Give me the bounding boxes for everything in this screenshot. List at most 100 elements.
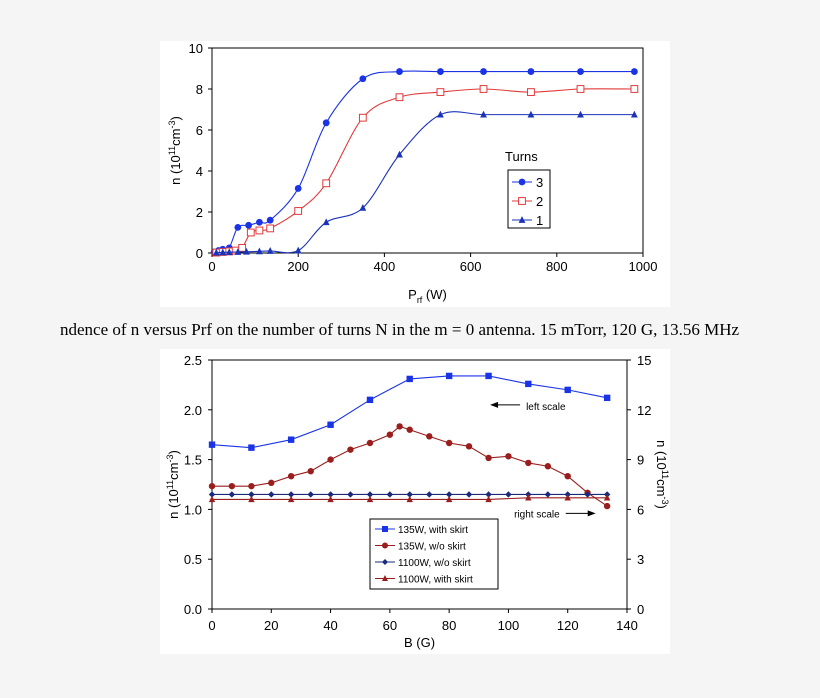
data-point [359, 75, 367, 83]
y-tick-label: 2 [196, 205, 203, 220]
data-point [287, 495, 295, 503]
x-tick-label: 400 [374, 259, 396, 274]
data-point [577, 68, 584, 75]
x-tick-label: 800 [546, 259, 568, 274]
data-point [426, 491, 433, 498]
series-1 [208, 423, 611, 510]
caption-text: ndence of n versus Prf on the number of … [60, 320, 740, 339]
data-point [603, 494, 611, 501]
data-point [426, 433, 433, 440]
data-point [406, 491, 413, 498]
y-axis-label-sup: -3 [167, 121, 177, 129]
data-point [406, 495, 413, 503]
data-point [485, 491, 492, 498]
data-point [465, 443, 473, 450]
data-point [294, 185, 302, 192]
data-point [396, 68, 403, 75]
data-point [527, 110, 535, 118]
legend-marker [518, 216, 526, 223]
legend-marker [382, 575, 388, 581]
data-point [225, 248, 233, 256]
data-point [347, 491, 354, 498]
x-tick-label: 40 [323, 618, 337, 633]
chart-panel-top: 0 200 400 600 800 1000 0 2 4 6 8 10 Prf (W) n (1011cm… [160, 41, 670, 307]
data-point [294, 207, 303, 215]
data-point [327, 421, 334, 428]
data-point [395, 93, 404, 102]
data-point [544, 463, 552, 470]
data-point [287, 491, 295, 498]
data-point [347, 446, 354, 453]
data-point [577, 110, 584, 118]
chart-top: 0 200 400 600 800 1000 0 2 4 6 8 10 Prf (W) n (1011cm… [167, 41, 658, 305]
data-point [358, 113, 367, 122]
legend-box [507, 169, 551, 229]
x-axis-label: Prf (W) [408, 287, 447, 305]
legend-marker [518, 197, 526, 205]
y-tick-label: 2.0 [184, 403, 202, 418]
data-point [256, 218, 263, 226]
data-point [603, 394, 611, 402]
y2-axis-label-end: ) [654, 505, 669, 509]
data-point [208, 495, 216, 503]
data-point [564, 494, 571, 501]
x-axis-label-sub: rf [417, 295, 423, 305]
series-line [216, 111, 635, 254]
data-point [366, 491, 374, 498]
y2-tick-label: 15 [637, 353, 651, 368]
data-point [564, 386, 571, 394]
data-point [255, 226, 264, 235]
x-tick-label: 600 [460, 259, 482, 274]
data-point [505, 453, 512, 460]
data-point [386, 431, 394, 438]
legend-label: 3 [536, 175, 543, 190]
data-point [208, 491, 216, 498]
data-point [266, 216, 274, 224]
data-point [480, 110, 487, 118]
x-tick-label: 0 [208, 259, 215, 274]
x-tick-label: 100 [498, 618, 520, 633]
y-axis-label-sup: -3 [165, 455, 175, 463]
y-tick-label: 1.5 [184, 453, 202, 468]
data-point [485, 372, 492, 380]
data-point [525, 494, 532, 501]
data-point [445, 372, 453, 380]
y-axis-label-main: n (10 [168, 155, 183, 185]
data-point [386, 491, 394, 498]
data-point [228, 491, 236, 498]
y-tick-label: 2.5 [184, 353, 202, 368]
data-point [479, 85, 488, 93]
y2-tick-label: 6 [637, 502, 644, 517]
legend-title: Turns [505, 149, 538, 164]
data-point [525, 380, 532, 388]
chart-panel-bottom: 0 20 40 60 80 100 120 140 0.0 0.5 1.0 1.5 2.0 2.5 0 3 6 9… [160, 349, 670, 654]
data-point [505, 491, 512, 498]
data-point [234, 248, 242, 255]
data-point [287, 436, 295, 443]
y2-axis-label-main: n (10 [654, 440, 669, 470]
legend-marker [382, 526, 388, 532]
data-point [327, 456, 334, 463]
y2-tick-label: 0 [637, 602, 644, 617]
y-tick-label: 6 [196, 123, 203, 138]
series-0 [208, 372, 611, 451]
y-axis-label-mid: cm [168, 129, 183, 146]
chart-bottom: 0 20 40 60 80 100 120 140 0.0 0.5 1.0 1.5 2.0 2.5 0 3 6 9… [165, 353, 670, 650]
x-tick-label: 200 [287, 259, 309, 274]
data-point [525, 459, 532, 467]
data-point [396, 423, 403, 430]
data-point [603, 502, 611, 510]
data-point [234, 223, 242, 231]
y-axis-label-end: ) [168, 116, 183, 120]
x-tick-label: 1000 [629, 259, 658, 274]
data-point [228, 482, 236, 490]
data-point [248, 495, 255, 503]
y-tick-label: 0.5 [184, 552, 202, 567]
data-point [219, 248, 227, 256]
y-tick-label: 1.0 [184, 502, 202, 517]
y2-tick-label: 9 [637, 453, 644, 468]
legend-box [369, 518, 499, 590]
legend-label: 1100W, w/o skirt [398, 558, 471, 569]
data-point [322, 179, 331, 188]
y-tick-label: 4 [196, 164, 203, 179]
